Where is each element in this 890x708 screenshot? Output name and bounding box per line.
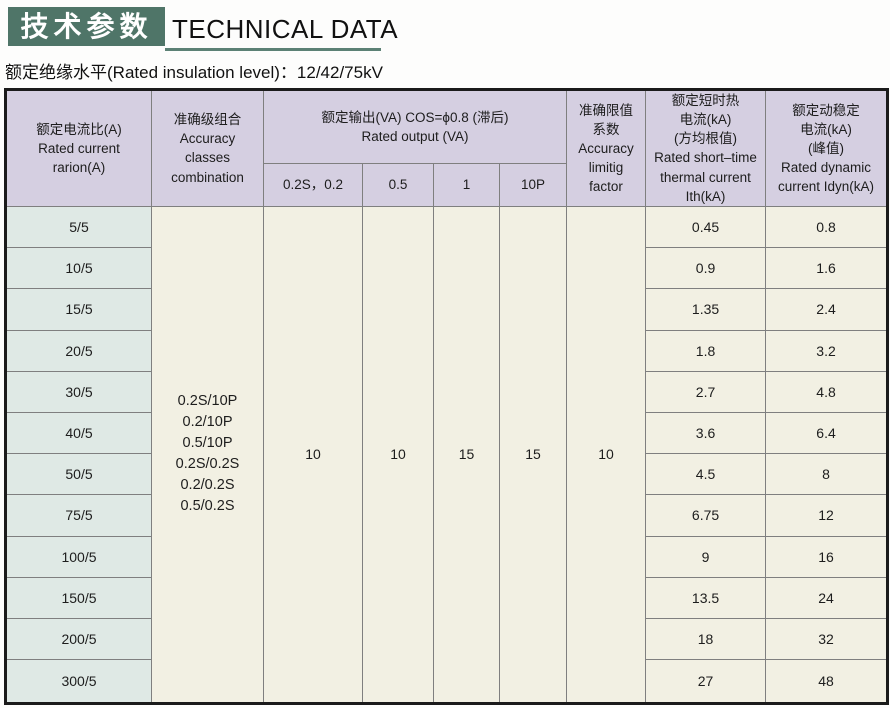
dynamic-current-cell: 6.4 (765, 411, 889, 455)
accuracy-classes-combination-cell: 0.2S/10P 0.2/10P 0.5/10P 0.2S/0.2S 0.2/0… (151, 205, 264, 704)
col-header-dynamic-current: 额定动稳定 电流(kA) (峰值) Rated dynamic current … (765, 89, 889, 207)
rated-current-ratio-cell: 10/5 (5, 247, 152, 290)
table-row: 150/5 13.5 24 (5, 576, 889, 619)
table-row: 15/5 1.35 2.4 (5, 288, 889, 331)
page-title-zh: 技术参数 (20, 10, 153, 42)
table-row: 100/5 9 16 (5, 535, 889, 578)
output-02s-02-value-cell: 10 (263, 205, 363, 704)
thermal-current-cell: 18 (645, 617, 767, 661)
rated-current-ratio-cell: 300/5 (5, 659, 152, 704)
dynamic-current-cell: 3.2 (765, 329, 889, 372)
rated-current-ratio-cell: 200/5 (5, 617, 152, 661)
thermal-current-cell: 4.5 (645, 453, 767, 496)
table-row: 20/5 1.8 3.2 (5, 329, 889, 372)
dynamic-current-cell: 4.8 (765, 370, 889, 413)
rated-current-ratio-cell: 20/5 (5, 329, 152, 372)
col-header-rated-output: 额定输出(VA) COS=ϕ0.8 (滞后) Rated output (VA) (262, 89, 568, 164)
thermal-current-cell: 3.6 (645, 411, 767, 455)
col-header-rated-current-ratio: 额定电流比(A) Rated current rarion(A) (5, 89, 152, 207)
rated-current-ratio-cell: 150/5 (5, 576, 152, 619)
dynamic-current-cell: 2.4 (765, 288, 889, 331)
subcol-header-02s-02: 0.2S，0.2 (263, 162, 363, 207)
subcol-header-1: 1 (433, 162, 500, 207)
table-row: 10/5 0.9 1.6 (5, 247, 889, 290)
output-10p-value-cell: 15 (498, 205, 568, 704)
col-header-accuracy-classes: 准确级组合 Accuracy classes combination (151, 89, 264, 207)
header-row-main: 额定电流比(A) Rated current rarion(A) 准确级组合 A… (5, 89, 889, 207)
thermal-current-cell: 6.75 (645, 494, 767, 537)
thermal-current-cell: 0.9 (645, 247, 767, 290)
rated-current-ratio-cell: 5/5 (5, 205, 152, 249)
dynamic-current-cell: 8 (765, 453, 889, 496)
dynamic-current-cell: 1.6 (765, 247, 889, 290)
table-row: 30/5 2.7 4.8 (5, 370, 889, 413)
table-row: 40/5 3.6 6.4 (5, 411, 889, 455)
rated-insulation-level-line: 额定绝缘水平(Rated insulation level)：12/42/75k… (5, 63, 383, 82)
table-row: 300/5 27 48 (5, 659, 889, 704)
thermal-current-cell: 27 (645, 659, 767, 704)
table-row: 75/5 6.75 12 (5, 494, 889, 537)
dynamic-current-cell: 16 (765, 535, 889, 578)
page-title-en: TECHNICAL DATA (165, 11, 398, 51)
thermal-current-cell: 0.45 (645, 205, 767, 249)
table-row: 5/5 0.2S/10P 0.2/10P 0.5/10P 0.2S/0.2S 0… (5, 205, 889, 704)
technical-data-table: 额定电流比(A) Rated current rarion(A) 准确级组合 A… (4, 88, 890, 705)
title-banner-zh: 技术参数 (8, 7, 165, 46)
rated-current-ratio-cell: 75/5 (5, 494, 152, 537)
rated-current-ratio-cell: 100/5 (5, 535, 152, 578)
output-1-value-cell: 15 (433, 205, 500, 704)
thermal-current-cell: 1.35 (645, 288, 767, 331)
subcol-header-05: 0.5 (362, 162, 434, 207)
rated-current-ratio-cell: 15/5 (5, 288, 152, 331)
rated-current-ratio-cell: 50/5 (5, 453, 152, 496)
rated-current-ratio-cell: 30/5 (5, 370, 152, 413)
dynamic-current-cell: 48 (765, 659, 889, 704)
header-row-output-subcolumns: 0.2S，0.2 0.5 1 10P (6, 162, 888, 207)
dynamic-current-cell: 24 (765, 576, 889, 619)
dynamic-current-cell: 32 (765, 617, 889, 661)
thermal-current-cell: 9 (645, 535, 767, 578)
table-row: 50/5 4.5 8 (5, 453, 889, 496)
dynamic-current-cell: 0.8 (765, 205, 889, 249)
dynamic-current-cell: 12 (765, 494, 889, 537)
col-header-thermal-current: 额定短时热 电流(kA) (方均根值) Rated short–time the… (645, 89, 767, 207)
thermal-current-cell: 2.7 (645, 370, 767, 413)
thermal-current-cell: 1.8 (645, 329, 767, 372)
accuracy-limit-factor-value-cell: 10 (566, 205, 647, 704)
table-row: 200/5 18 32 (5, 617, 889, 661)
subcol-header-10p: 10P (498, 162, 568, 207)
rated-current-ratio-cell: 40/5 (5, 411, 152, 455)
col-header-accuracy-limit-factor: 准确限值 系数 Accuracy limitig factor (566, 89, 647, 207)
output-05-value-cell: 10 (362, 205, 434, 704)
thermal-current-cell: 13.5 (645, 576, 767, 619)
